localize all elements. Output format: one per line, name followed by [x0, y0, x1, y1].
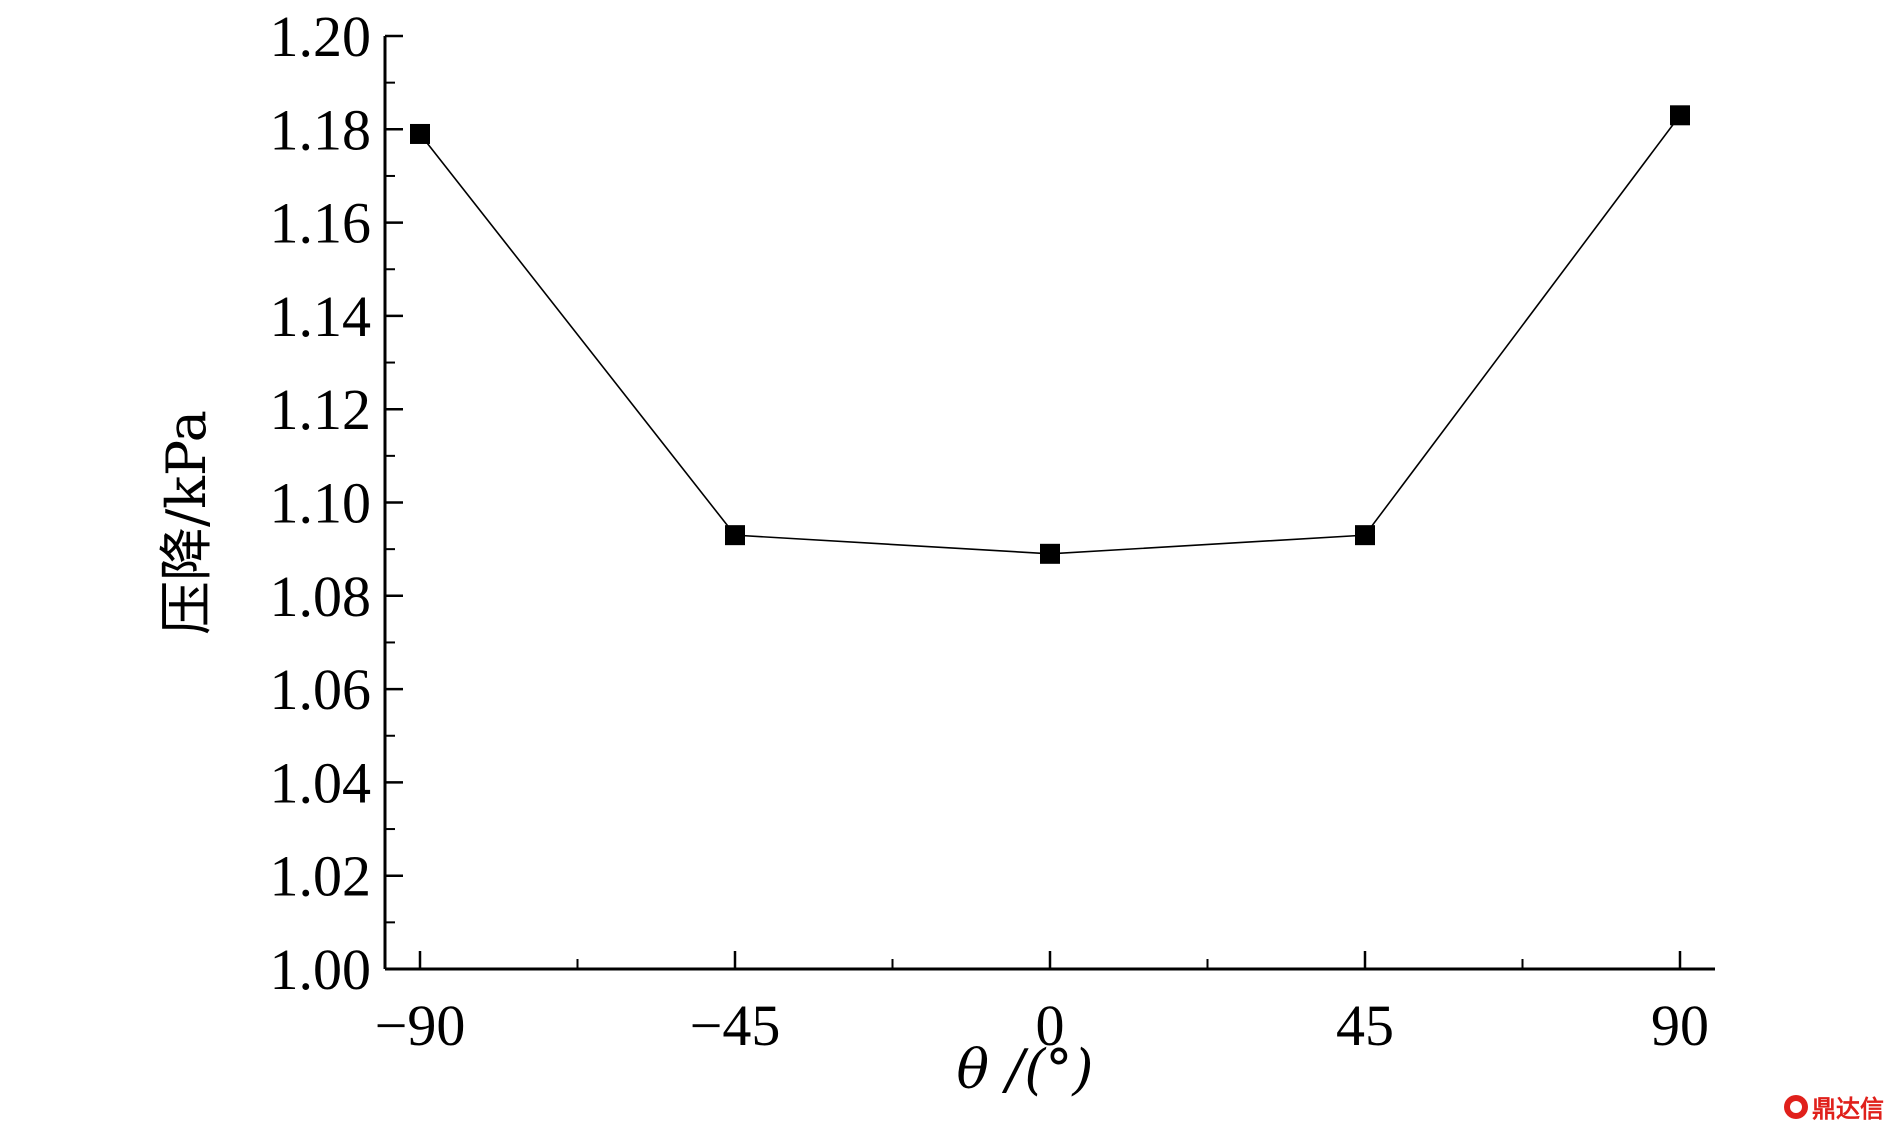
y-axis-ticks: 1.00 1.02 1.04 1.06 1.08 1.10 1.12 1.14 1.16 1.18… — [270, 4, 403, 1002]
y-tick-label: 1.08 — [270, 564, 372, 629]
x-tick-label: 90 — [1651, 993, 1709, 1058]
series-line — [419, 114, 1681, 555]
data-point-marker — [1670, 105, 1690, 126]
x-tick-label: −90 — [375, 993, 466, 1058]
data-point-marker — [725, 525, 745, 546]
data-point-marker — [1355, 525, 1375, 546]
x-tick-label: 45 — [1336, 993, 1394, 1058]
y-tick-label: 1.02 — [270, 844, 372, 909]
y-tick-label: 1.00 — [270, 937, 372, 1002]
x-axis-title: θ /(°) — [956, 1038, 1093, 1101]
y-tick-label: 1.16 — [270, 191, 372, 256]
y-tick-label: 1.14 — [270, 284, 372, 349]
y-tick-label: 1.20 — [270, 4, 372, 69]
x-axis-ticks: −90 −45 0 45 90 — [375, 951, 1709, 1058]
y-tick-label: 1.10 — [270, 471, 372, 536]
axes — [383, 36, 1715, 971]
watermark-logo-icon — [1784, 1094, 1808, 1119]
data-series — [410, 105, 1690, 564]
data-point-marker — [1040, 543, 1060, 564]
x-tick-label: 0 — [1036, 993, 1065, 1058]
y-tick-label: 1.18 — [270, 97, 372, 162]
y-axis-title: 压降/kPa — [155, 410, 218, 635]
x-tick-label: −45 — [690, 993, 781, 1058]
watermark: 鼎达信 — [1784, 1089, 1884, 1124]
watermark-text: 鼎达信 — [1812, 1095, 1884, 1123]
y-tick-label: 1.04 — [270, 750, 372, 815]
y-tick-label: 1.12 — [270, 377, 372, 442]
data-point-marker — [410, 123, 430, 144]
y-tick-label: 1.06 — [270, 657, 372, 722]
